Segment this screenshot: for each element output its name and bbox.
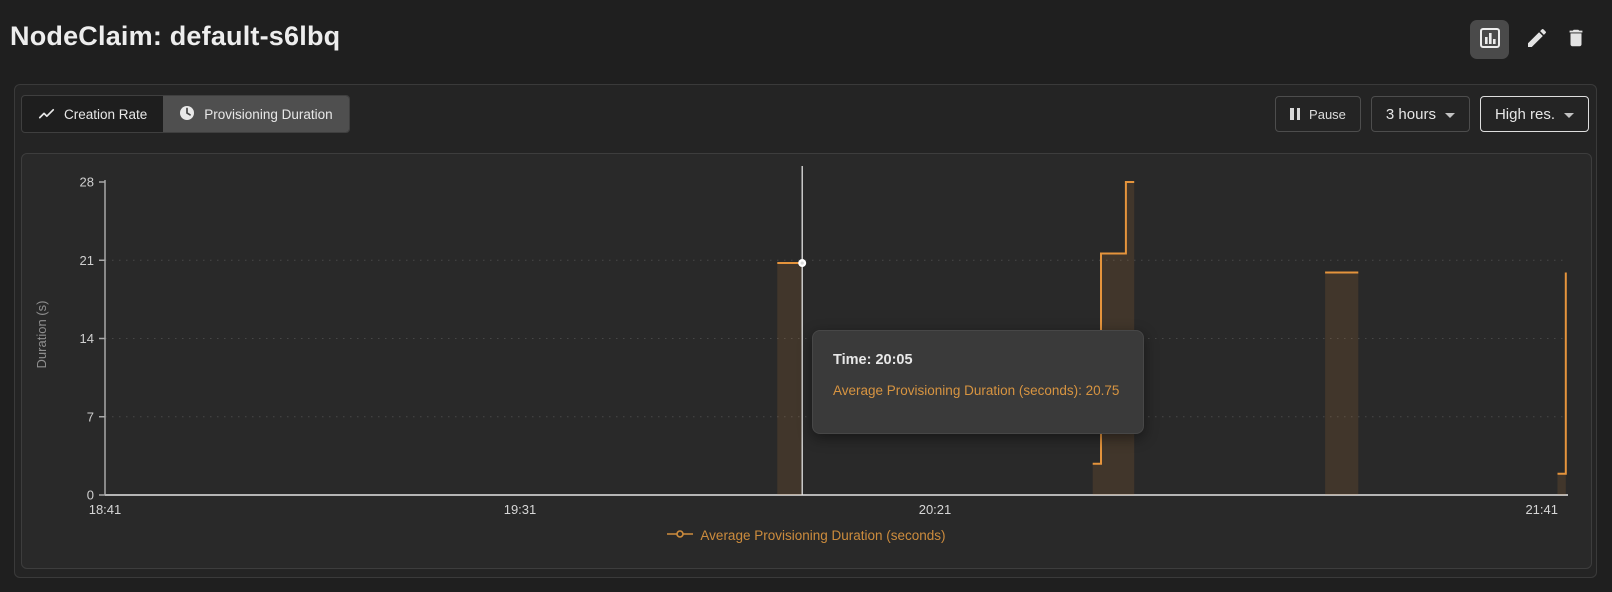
x-tick-label: 20:21 xyxy=(919,502,952,517)
trend-line-icon xyxy=(38,106,55,123)
chevron-down-icon xyxy=(1564,112,1574,118)
chart-svg[interactable]: 0 7 14 21 28 Duration (s) 18:41 19:31 20:21 21:41 xyxy=(22,154,1591,568)
delete-button[interactable] xyxy=(1565,27,1587,52)
pencil-icon xyxy=(1525,26,1549,53)
series-area xyxy=(777,263,803,495)
chart-tabs: Creation Rate Provisioning Duration xyxy=(21,95,350,133)
series-area xyxy=(1325,272,1359,495)
tab-provisioning-duration[interactable]: Provisioning Duration xyxy=(163,96,349,132)
resolution-label: High res. xyxy=(1494,105,1555,123)
tab-label: Creation Rate xyxy=(64,106,148,122)
edit-button[interactable] xyxy=(1525,26,1549,53)
resolution-dropdown[interactable]: High res. xyxy=(1479,96,1589,132)
chevron-down-icon xyxy=(1444,112,1455,118)
tooltip-value: Average Provisioning Duration (seconds):… xyxy=(833,383,1120,398)
y-tick-label: 28 xyxy=(80,175,94,190)
time-range-dropdown[interactable]: 3 hours xyxy=(1370,96,1470,132)
crosshair-dot-center xyxy=(800,261,804,265)
chart-card: 0 7 14 21 28 Duration (s) 18:41 19:31 20:21 21:41… xyxy=(21,153,1592,569)
series-line xyxy=(1557,272,1567,475)
legend-marker-icon xyxy=(667,526,694,544)
tooltip-time: Time: 20:05 xyxy=(833,352,913,368)
chart-toolbar: Creation Rate Provisioning Duration Paus… xyxy=(21,95,1589,133)
legend-item[interactable]: Average Provisioning Duration (seconds) xyxy=(22,526,1591,544)
pause-icon xyxy=(1290,108,1301,120)
clock-icon xyxy=(179,105,195,124)
y-tick-label: 21 xyxy=(80,253,94,268)
trash-icon xyxy=(1565,27,1587,52)
chart-tooltip: Time: 20:05 Average Provisioning Duratio… xyxy=(812,330,1144,434)
x-tick-label: 18:41 xyxy=(89,502,122,517)
y-tick-label: 7 xyxy=(87,409,94,424)
page-title: NodeClaim: default-s6lbq xyxy=(10,21,341,51)
tab-creation-rate[interactable]: Creation Rate xyxy=(22,96,163,132)
tab-label: Provisioning Duration xyxy=(204,106,333,122)
x-tick-label: 21:41 xyxy=(1525,502,1558,517)
y-tick-label: 0 xyxy=(87,488,94,503)
chart-view-button[interactable] xyxy=(1470,20,1509,59)
series-line xyxy=(1092,181,1135,465)
page-header: NodeClaim: default-s6lbq xyxy=(0,0,1612,76)
time-range-label: 3 hours xyxy=(1385,105,1436,123)
series-area xyxy=(1557,272,1566,495)
pause-button[interactable]: Pause xyxy=(1275,96,1361,132)
chart-controls: Pause 3 hours High res. xyxy=(1275,96,1589,132)
y-axis-title: Duration (s) xyxy=(34,301,49,369)
y-tick-label: 14 xyxy=(80,331,94,346)
legend-label: Average Provisioning Duration (seconds) xyxy=(700,527,946,543)
x-tick-label: 19:31 xyxy=(504,502,537,517)
metrics-panel: Creation Rate Provisioning Duration Paus… xyxy=(14,84,1597,578)
pause-label: Pause xyxy=(1309,106,1346,122)
header-actions xyxy=(1470,20,1587,59)
bar-chart-icon xyxy=(1479,27,1501,52)
